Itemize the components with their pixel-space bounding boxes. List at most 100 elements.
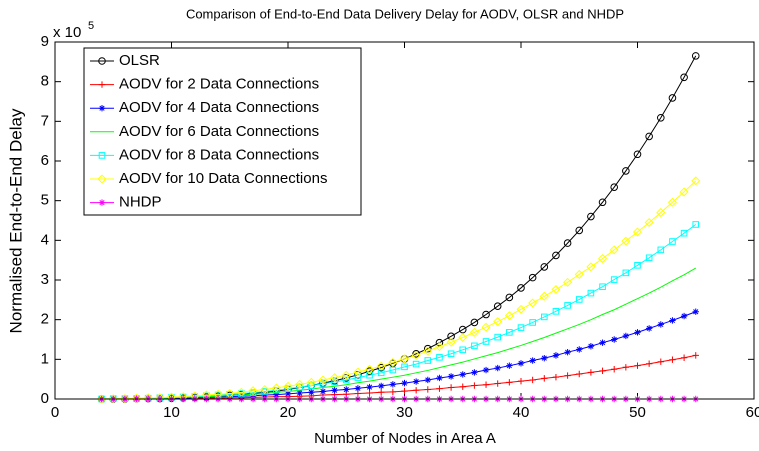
marker — [471, 382, 478, 389]
marker — [482, 366, 490, 374]
marker — [353, 367, 363, 377]
x-tick-label: 20 — [280, 404, 297, 421]
marker — [389, 366, 397, 374]
marker — [248, 386, 258, 396]
marker — [680, 354, 688, 361]
marker — [261, 391, 268, 399]
marker — [622, 332, 630, 340]
marker — [692, 352, 699, 359]
marker — [576, 346, 583, 353]
marker — [634, 262, 641, 269]
marker — [668, 94, 677, 102]
marker — [528, 298, 538, 308]
marker — [529, 357, 536, 364]
marker — [587, 369, 595, 376]
marker — [529, 319, 536, 326]
y-tick-label: 9 — [41, 33, 49, 50]
marker — [505, 293, 514, 302]
marker — [634, 329, 641, 336]
legend-marker — [98, 152, 106, 159]
series-line — [101, 267, 697, 400]
marker — [389, 381, 397, 388]
marker — [516, 304, 526, 314]
marker — [611, 366, 618, 373]
marker — [412, 387, 420, 394]
marker — [319, 388, 327, 395]
marker — [342, 376, 350, 384]
marker — [447, 373, 455, 380]
legend-marker — [98, 81, 106, 88]
x-axis-label: Number of Nodes in Area A — [314, 430, 496, 447]
marker — [691, 52, 700, 60]
marker — [599, 283, 606, 291]
marker — [330, 373, 340, 383]
axes-box — [54, 41, 755, 400]
marker — [424, 344, 432, 353]
marker — [692, 308, 699, 315]
marker — [306, 377, 316, 387]
marker — [401, 379, 408, 387]
marker — [680, 73, 688, 82]
marker — [470, 318, 479, 327]
marker — [261, 388, 268, 395]
marker — [411, 350, 421, 360]
marker — [645, 360, 653, 367]
marker — [506, 379, 513, 386]
marker — [621, 236, 631, 246]
marker — [517, 377, 525, 385]
marker — [680, 229, 688, 237]
x-tick-label: 0 — [51, 404, 59, 421]
series-line — [101, 354, 696, 400]
marker — [366, 389, 373, 397]
marker — [599, 339, 606, 346]
marker — [401, 387, 408, 395]
marker — [633, 150, 642, 159]
x-tick-label: 60 — [746, 404, 759, 421]
marker — [551, 285, 561, 295]
marker — [506, 362, 513, 369]
marker — [482, 310, 490, 319]
marker — [424, 357, 432, 364]
marker — [563, 277, 573, 287]
y-tick-label: 6 — [41, 152, 49, 169]
marker — [377, 363, 386, 372]
marker — [622, 269, 630, 277]
marker — [528, 273, 537, 282]
legend-label: AODV for 8 Data Connections — [119, 146, 319, 163]
marker — [401, 363, 408, 371]
marker — [459, 383, 466, 390]
marker — [343, 386, 350, 393]
marker — [471, 369, 478, 376]
marker — [481, 322, 491, 332]
marker — [435, 338, 444, 347]
marker — [575, 226, 584, 235]
marker — [610, 183, 619, 191]
marker — [574, 269, 584, 279]
legend-label: AODV for 10 Data Connections — [119, 170, 327, 187]
marker — [564, 348, 571, 356]
marker — [331, 387, 338, 394]
marker — [657, 246, 665, 254]
marker — [657, 358, 664, 365]
marker — [365, 364, 375, 374]
marker — [599, 367, 606, 375]
marker — [587, 289, 595, 297]
marker — [586, 262, 596, 272]
series-line — [101, 311, 696, 400]
y-tick-label: 7 — [41, 112, 49, 129]
marker — [423, 346, 433, 356]
marker — [459, 371, 466, 378]
marker — [598, 198, 607, 207]
marker — [587, 212, 595, 221]
chart-title: Comparison of End-to-End Data Delivery D… — [186, 6, 624, 21]
marker — [249, 389, 257, 396]
marker — [458, 333, 468, 343]
marker — [680, 312, 688, 320]
marker — [412, 378, 420, 385]
marker — [587, 343, 595, 350]
legend: OLSR AODV for 2 Data Connections AODV for … — [83, 47, 362, 216]
marker — [494, 333, 501, 341]
y-tick-label: 5 — [41, 192, 49, 209]
marker — [260, 384, 270, 394]
marker — [296, 389, 303, 397]
